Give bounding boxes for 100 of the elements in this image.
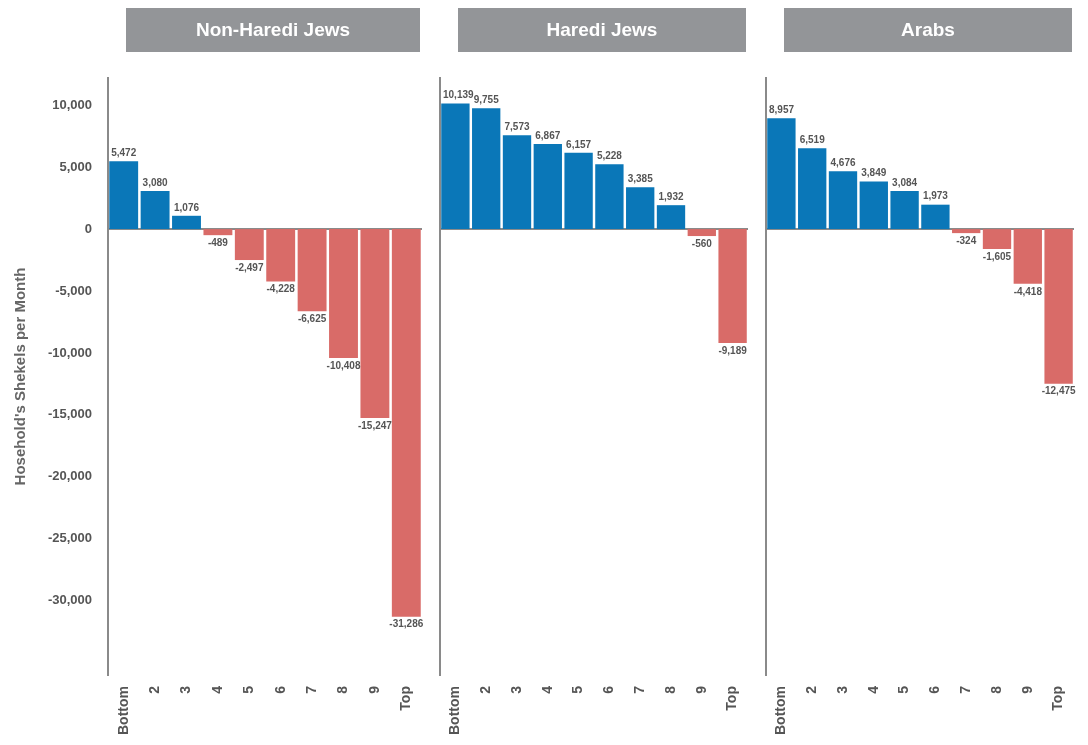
x-tick-label: Top: [1049, 686, 1066, 711]
bar: [767, 118, 796, 230]
x-tick-label: 2: [477, 685, 494, 694]
data-label: -4,228: [266, 283, 296, 295]
data-label: -1,605: [982, 250, 1012, 262]
bar: [798, 148, 827, 230]
bar: [656, 205, 686, 230]
y-tick-label: -10,000: [47, 344, 92, 360]
data-label: 10,139: [443, 89, 475, 101]
bar: [564, 152, 593, 230]
y-tick-label: -20,000: [47, 468, 92, 484]
data-label: 6,867: [535, 129, 561, 141]
data-label: 5,472: [111, 147, 137, 159]
x-tick-label: Bottom: [446, 686, 463, 736]
x-tick-label: 5: [569, 685, 586, 694]
data-label: 3,849: [861, 167, 887, 179]
x-tick-label: 3: [177, 685, 194, 694]
y-tick-label: -5,000: [55, 282, 92, 298]
bar: [502, 135, 532, 230]
x-tick-label: 9: [1018, 685, 1035, 694]
bar: [626, 187, 655, 230]
y-tick-label: 0: [84, 220, 92, 236]
bar: [391, 229, 421, 617]
data-label: -2,497: [235, 261, 264, 273]
x-tick-label: 3: [833, 685, 850, 694]
data-label: 4,676: [830, 156, 856, 168]
bar: [718, 229, 747, 343]
bar: [441, 103, 470, 230]
data-label: -6,625: [297, 312, 327, 324]
bar: [203, 229, 233, 236]
bar: [1044, 229, 1073, 384]
data-label: 3,385: [627, 172, 654, 184]
chart-title: Haredi Jews: [458, 8, 746, 52]
bar: [140, 190, 170, 230]
data-label: 7,573: [504, 121, 530, 133]
x-tick-label: Bottom: [772, 686, 789, 736]
bar: [266, 229, 296, 282]
data-label: 9,755: [473, 94, 500, 106]
bar: [952, 229, 981, 234]
x-tick-label: 9: [692, 685, 709, 694]
bar: [172, 215, 201, 230]
data-label: -31,286: [389, 618, 424, 630]
data-label: -560: [691, 237, 713, 249]
x-tick-label: 4: [864, 685, 881, 694]
data-label: 3,084: [892, 176, 918, 188]
bar: [472, 108, 501, 230]
bar: [921, 204, 950, 230]
x-tick-label: 2: [145, 685, 162, 694]
bar: [360, 229, 390, 418]
data-label: -15,247: [357, 419, 393, 431]
y-tick-label: -30,000: [47, 592, 92, 608]
bar: [595, 164, 624, 230]
x-tick-label: 8: [661, 685, 678, 694]
bar: [109, 161, 139, 230]
x-tick-label: 7: [957, 685, 974, 694]
y-tick-label: 5,000: [59, 158, 92, 174]
y-tick-label: -25,000: [47, 530, 92, 546]
data-label: 6,519: [799, 134, 826, 146]
chart-title: Non-Haredi Jews: [126, 8, 420, 52]
bar: [828, 171, 858, 230]
x-tick-label: 8: [334, 685, 351, 694]
data-label: 1,932: [658, 190, 684, 202]
x-tick-label: 7: [631, 685, 648, 694]
x-tick-label: 4: [208, 685, 225, 694]
bar: [234, 229, 264, 261]
data-label: -489: [207, 236, 229, 248]
data-label: -12,475: [1041, 385, 1076, 397]
x-tick-label: Top: [723, 686, 740, 711]
bar: [329, 229, 358, 359]
bar: [297, 229, 327, 312]
x-tick-label: 7: [302, 685, 319, 694]
x-tick-label: 2: [803, 685, 820, 694]
data-label: 1,076: [173, 201, 200, 213]
data-label: 3,080: [142, 176, 169, 188]
x-tick-label: 8: [987, 685, 1004, 694]
x-tick-label: Bottom: [114, 686, 131, 736]
data-label: 5,228: [596, 150, 623, 162]
x-tick-label: 4: [538, 685, 555, 694]
x-tick-label: 3: [507, 685, 524, 694]
bar: [533, 144, 562, 230]
bar: [890, 190, 919, 230]
x-tick-label: 6: [600, 685, 617, 694]
data-label: -9,189: [718, 344, 748, 356]
bar: [859, 181, 888, 230]
data-label: 1,973: [922, 190, 949, 202]
y-tick-label: -15,000: [47, 406, 92, 422]
x-tick-label: 9: [365, 685, 382, 694]
x-tick-label: 6: [926, 685, 943, 694]
data-label: 6,157: [566, 138, 592, 150]
x-tick-label: 5: [240, 685, 257, 694]
bar: [982, 229, 1012, 249]
data-label: -324: [956, 234, 977, 246]
data-label: -10,408: [326, 359, 361, 371]
y-axis-title: Hosehold's Shekels per Month: [11, 267, 29, 486]
x-tick-label: Top: [397, 686, 414, 711]
y-tick-label: 10,000: [52, 96, 92, 112]
x-tick-label: 5: [895, 685, 912, 694]
data-label: -4,418: [1013, 285, 1043, 297]
data-label: 8,957: [769, 103, 795, 115]
bar: [1013, 229, 1042, 284]
